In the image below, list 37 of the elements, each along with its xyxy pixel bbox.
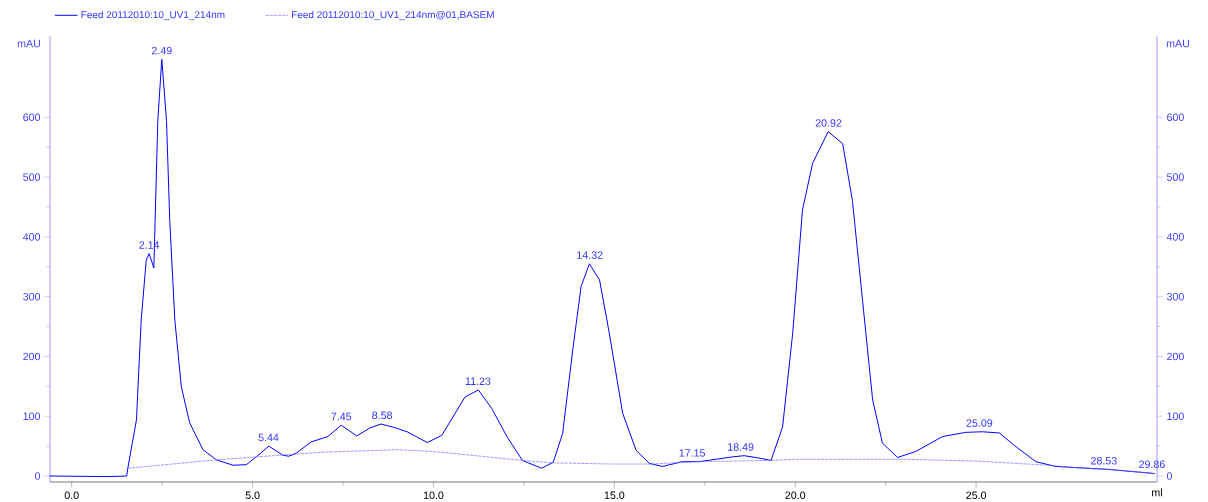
y-tick-label: 200 [23,352,41,361]
y2-tick-label: 500 [1166,173,1184,181]
x-axis-title: ml [1152,488,1162,497]
annotation: 2.49 [151,46,172,55]
x-tick-label: 25.0 [966,491,987,500]
x-tick-label: 0.0 [64,491,79,500]
legend-label: Feed 20112010:10_UV1_214nm@01,BASEM [291,10,494,21]
y2-tick-label: 100 [1167,412,1184,420]
annotation: 17.15 [679,449,706,457]
y2-tick-label: 200 [1167,352,1184,361]
y2-tick-label: 300 [1166,292,1184,301]
annotation: 29.86 [1139,460,1165,469]
annotation: 5.44 [258,433,279,442]
y-tick-label: 600 [23,113,41,122]
annotation: 25.09 [966,419,993,427]
y-tick-label: 300 [23,292,41,301]
x-tick-label: 5.0 [245,491,260,500]
x-tick-label: 20.0 [785,491,806,500]
y2-axis-title: mAU [1166,39,1190,48]
y-tick-label: 500 [23,173,41,181]
y-axis-title: mAU [17,39,41,48]
y-tick-label: 100 [23,412,41,420]
y-tick-label: 0 [34,472,41,480]
x-tick-label: 15.0 [604,491,625,500]
annotation: 14.32 [577,251,603,259]
annotation: 20.92 [815,119,842,127]
annotation: 18.49 [728,443,754,451]
annotation: 7.45 [331,412,352,421]
x-tick-label: 10.0 [423,491,444,500]
y-tick-label: 400 [22,233,41,241]
y2-tick-label: 0 [1166,472,1173,480]
annotation: 11.23 [465,377,491,385]
y2-tick-label: 400 [1166,233,1184,241]
legend-label: Feed 20112010:10_UV1_214nm [81,10,225,21]
annotation: 8.58 [372,411,393,420]
y2-tick-label: 600 [1167,113,1184,122]
annotation: 28.53 [1091,456,1117,465]
